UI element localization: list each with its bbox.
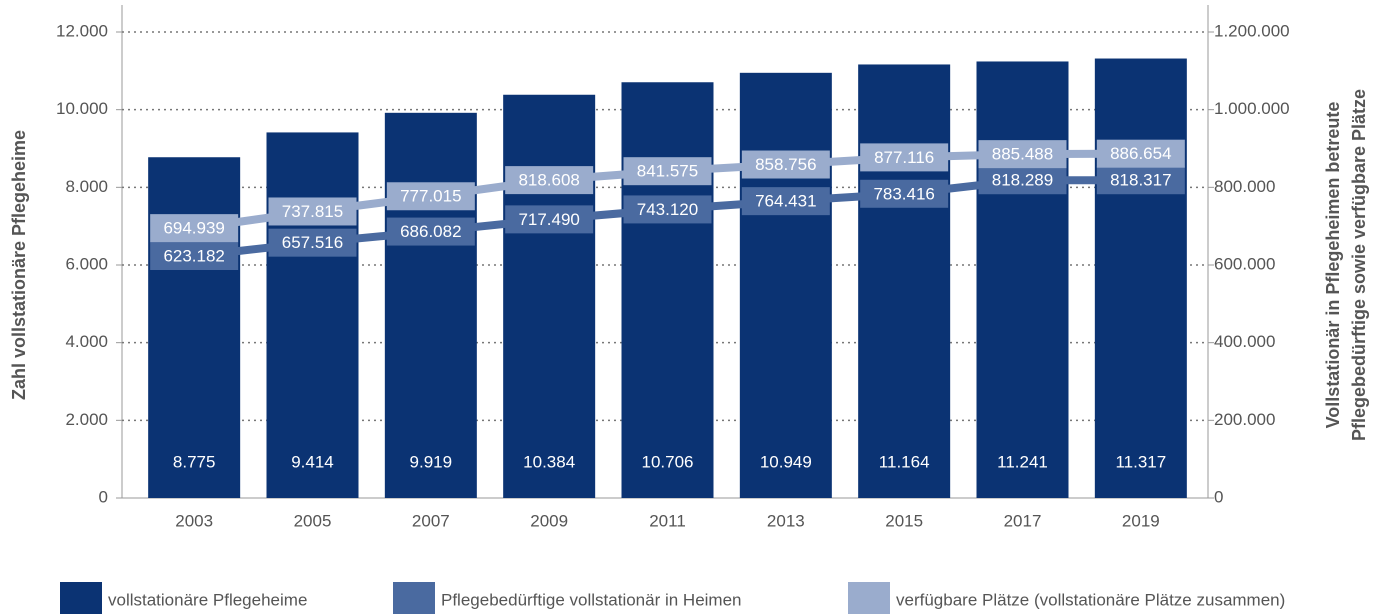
bar [148, 157, 241, 499]
line-label: 885.488 [992, 145, 1053, 164]
y2-axis-title: Pflegebedürftige sowie verfügbare Plätze [1349, 89, 1369, 441]
label-box [623, 195, 712, 224]
bar [1094, 58, 1187, 499]
y2-tick-label: 200.000 [1214, 410, 1275, 429]
y-axis-title: Zahl vollstationäre Pflegeheime [9, 130, 29, 400]
label-box [978, 140, 1067, 169]
y2-tick-label: 400.000 [1214, 332, 1275, 351]
line-label: 886.654 [1110, 144, 1171, 163]
label-box [741, 150, 830, 179]
bar-label: 11.164 [879, 452, 930, 471]
bar-label: 11.241 [997, 452, 1048, 471]
line-label: 694.939 [163, 219, 224, 238]
x-tick-label: 2007 [412, 511, 450, 530]
legend-swatch [848, 582, 890, 614]
y-tick-label: 10.000 [56, 99, 108, 118]
y2-tick-label: 800.000 [1214, 177, 1275, 196]
label-box [860, 143, 949, 172]
label-box [1096, 139, 1185, 168]
bar [858, 64, 951, 499]
legend-label: Pflegebedürftige vollstationär in Heimen [441, 590, 742, 609]
x-tick-label: 2017 [1004, 511, 1042, 530]
bar-label: 11.317 [1115, 452, 1166, 471]
legend-swatch [393, 582, 435, 614]
x-tick-label: 2003 [175, 511, 213, 530]
label-box [741, 187, 830, 216]
label-box [386, 217, 475, 246]
bar-label: 10.384 [523, 452, 575, 471]
bar [976, 61, 1069, 499]
line-label: 877.116 [874, 148, 934, 167]
line-label: 717.490 [518, 210, 579, 229]
y-tick-label: 6.000 [65, 254, 108, 273]
legend-label: vollstationäre Pflegeheime [108, 590, 307, 609]
line-label: 818.317 [1110, 171, 1171, 190]
bar [384, 112, 477, 498]
y2-axis-title: Vollstationär in Pflegeheimen betreute [1323, 102, 1343, 429]
x-tick-label: 2009 [530, 511, 568, 530]
x-tick-label: 2013 [767, 511, 805, 530]
bar [739, 72, 832, 498]
line-label: 783.416 [873, 184, 934, 203]
bar-label: 9.414 [291, 452, 334, 471]
line-label: 841.575 [637, 162, 698, 181]
label-box [268, 228, 357, 257]
y2-tick-label: 1.000.000 [1214, 99, 1290, 118]
y-tick-label: 8.000 [65, 177, 108, 196]
x-tick-label: 2019 [1122, 511, 1160, 530]
line-label: 764.431 [755, 192, 816, 211]
y-tick-label: 0 [99, 487, 108, 506]
line-label: 818.608 [518, 171, 579, 190]
y-tick-label: 12.000 [56, 21, 108, 40]
line-label: 686.082 [400, 222, 461, 241]
x-tick-label: 2005 [294, 511, 332, 530]
label-box [386, 182, 475, 211]
label-box [860, 179, 949, 208]
label-box [978, 166, 1067, 195]
line-label: 858.756 [755, 155, 816, 174]
legend-label: verfügbare Plätze (vollstationäre Plätze… [896, 590, 1285, 609]
label-box [505, 205, 594, 234]
line-label: 743.120 [637, 200, 698, 219]
y2-tick-label: 1.200.000 [1214, 21, 1290, 40]
line-label: 623.182 [163, 246, 224, 265]
y-tick-label: 2.000 [65, 410, 108, 429]
bar-label: 9.919 [410, 452, 453, 471]
line-label: 818.289 [992, 171, 1053, 190]
bar-label: 10.706 [642, 452, 694, 471]
label-box [268, 197, 357, 226]
bar-label: 10.949 [760, 452, 812, 471]
line-label: 657.516 [282, 233, 343, 252]
bar [266, 132, 359, 498]
label-box [150, 214, 239, 243]
label-box [150, 241, 239, 270]
bar [621, 82, 714, 498]
x-tick-label: 2011 [649, 511, 686, 530]
line-label: 777.015 [400, 187, 461, 206]
y2-tick-label: 600.000 [1214, 254, 1275, 273]
y-tick-label: 4.000 [65, 332, 108, 351]
label-box [1096, 166, 1185, 195]
line-label: 737.815 [282, 202, 343, 221]
y2-tick-label: 0 [1214, 487, 1223, 506]
x-tick-label: 2015 [885, 511, 923, 530]
bar [503, 94, 596, 498]
legend-swatch [60, 582, 102, 614]
label-box [505, 166, 594, 195]
label-box [623, 157, 712, 186]
bar-label: 8.775 [173, 452, 216, 471]
